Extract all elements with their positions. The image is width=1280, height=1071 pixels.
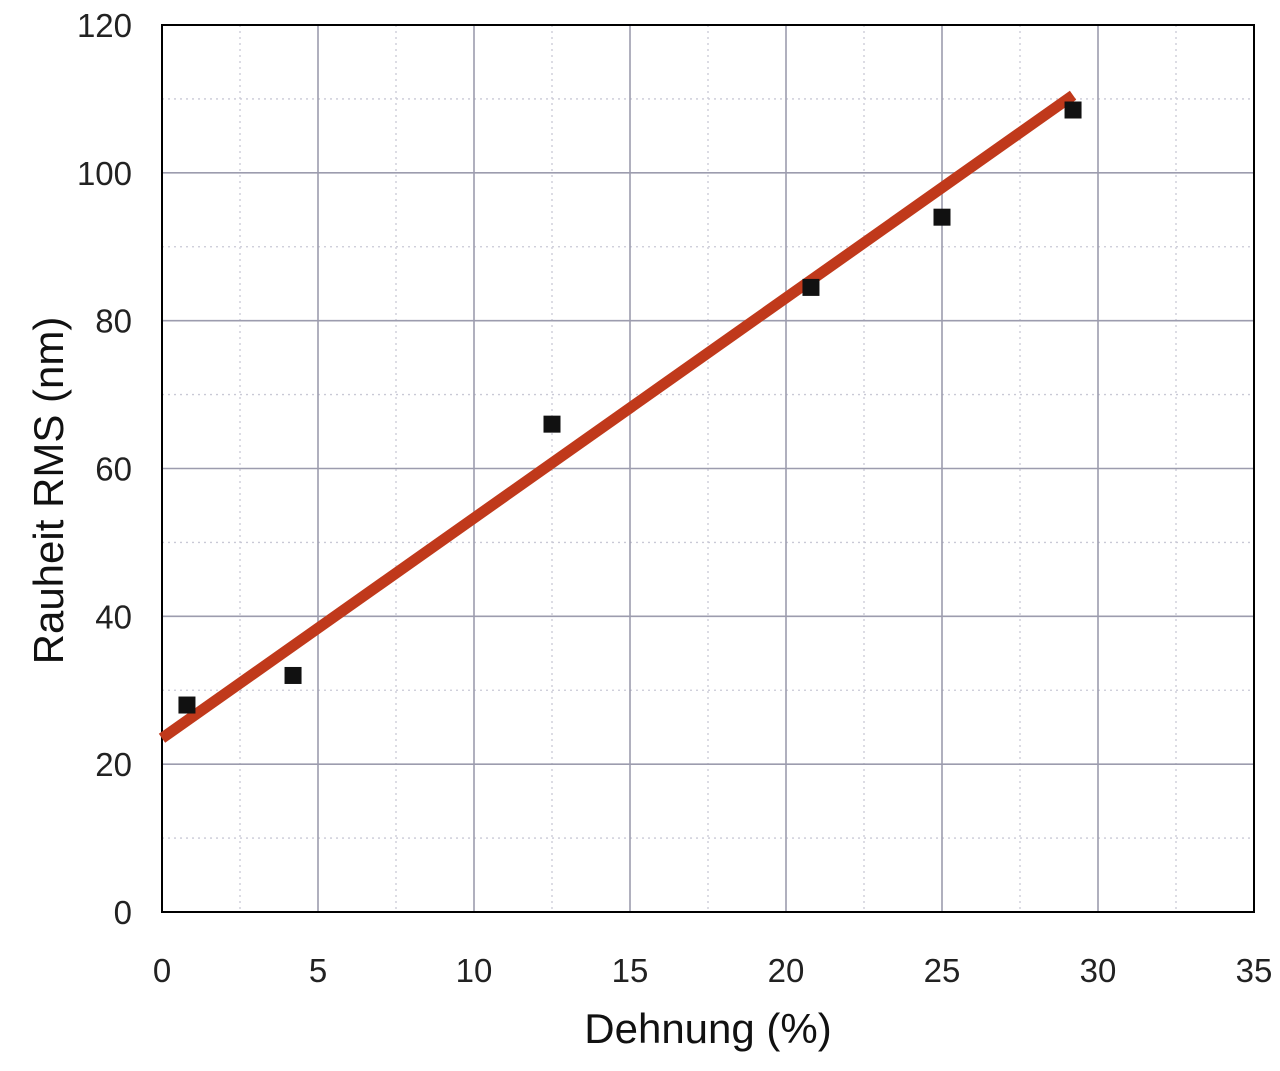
x-axis-title: Dehnung (%) — [584, 1005, 831, 1052]
y-tick-label: 100 — [77, 155, 132, 192]
x-tick-label: 25 — [924, 952, 961, 989]
data-point — [802, 278, 820, 296]
data-point — [933, 208, 951, 226]
y-tick-label: 40 — [95, 598, 132, 635]
y-tick-label: 120 — [77, 7, 132, 44]
plot-frame — [161, 24, 1255, 913]
point-layer — [178, 101, 1082, 714]
y-axis-title: Rauheit RMS (nm) — [25, 317, 72, 665]
y-tick-label: 60 — [95, 451, 132, 488]
x-tick-label: 10 — [456, 952, 493, 989]
fit-line — [158, 90, 1077, 743]
x-tick-label: 0 — [153, 952, 171, 989]
data-point — [178, 696, 196, 714]
x-tick-labels: 0 5 10 15 20 25 30 35 — [153, 952, 1273, 989]
y-tick-label: 20 — [95, 746, 132, 783]
fit-layer — [158, 90, 1077, 743]
data-point — [543, 415, 561, 433]
y-tick-labels: 0 20 40 60 80 100 120 — [77, 7, 132, 931]
x-tick-label: 20 — [768, 952, 805, 989]
x-tick-label: 30 — [1080, 952, 1117, 989]
y-tick-label: 80 — [95, 303, 132, 340]
x-tick-label: 5 — [309, 952, 327, 989]
x-tick-label: 15 — [612, 952, 649, 989]
y-tick-label: 0 — [114, 894, 132, 931]
data-point — [1064, 101, 1082, 119]
data-point — [284, 666, 302, 684]
x-tick-label: 35 — [1236, 952, 1273, 989]
